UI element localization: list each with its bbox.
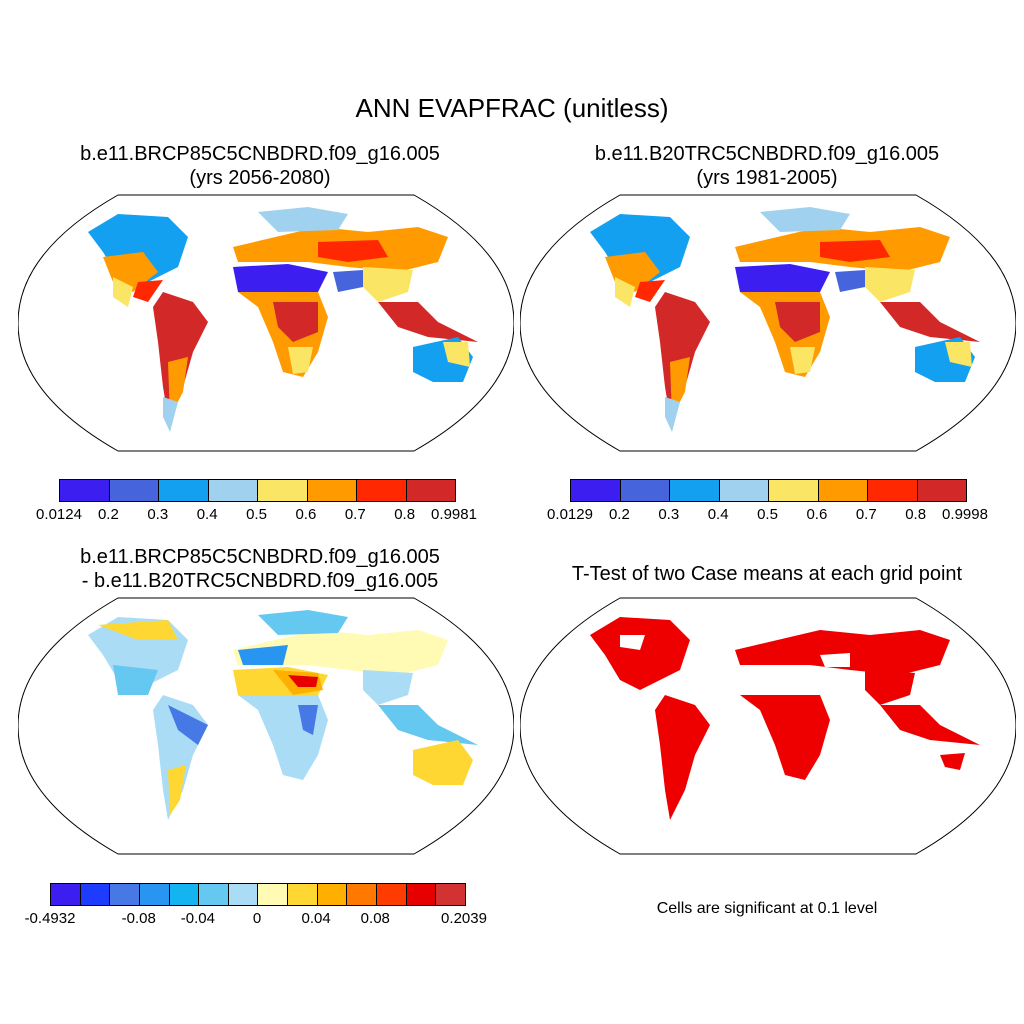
panel-1-map [18,194,514,452]
colorbar-swatch [377,884,407,905]
colorbar-tick-label: -0.04 [180,910,215,927]
colorbar-swatch [199,884,229,905]
colorbar-tick-label: 0.8 [905,506,927,523]
panel-1-title: b.e11.BRCP85C5CNBDRD.f09_g16.005 (yrs 20… [5,142,515,190]
colorbar-swatch [228,884,259,905]
colorbar-tick-label: 0.4 [707,506,729,523]
colorbar-swatch [258,884,289,905]
panel-3-colorbar [50,883,466,906]
colorbar-tick-label: -0.4932 [24,910,76,927]
colorbar-tick-label: 0.9998 [942,506,988,523]
panel-3-title: b.e11.BRCP85C5CNBDRD.f09_g16.005 - b.e11… [5,545,515,593]
colorbar-tick-label: 0 [252,910,262,927]
colorbar-tick-label: 0.9981 [431,506,477,523]
colorbar-tick-label: 0.2 [608,506,630,523]
colorbar-swatch [80,884,111,905]
colorbar-tick-label: 0.3 [147,506,169,523]
colorbar-tick-label: 0.0124 [36,506,82,523]
panel-2-title-case: b.e11.B20TRC5CNBDRD.f09_g16.005 [594,143,940,165]
panel-1-title-case: b.e11.BRCP85C5CNBDRD.f09_g16.005 [80,143,440,165]
colorbar-swatch [288,884,318,905]
colorbar-swatch [159,480,209,501]
colorbar-tick-label: 0.3 [658,506,680,523]
panel-4-map [520,597,1016,855]
colorbar-swatch [60,480,110,501]
colorbar-tick-label: 0.04 [301,910,331,927]
colorbar-tick-label: 0.5 [246,506,267,523]
panel-4-title: T-Test of two Case means at each grid po… [571,563,963,585]
colorbar-swatch [110,884,140,905]
colorbar-swatch [347,884,378,905]
colorbar-swatch [208,480,258,501]
colorbar-tick-label: 0.6 [806,506,828,523]
colorbar-swatch [51,884,81,905]
colorbar-swatch [436,884,465,905]
colorbar-swatch [917,480,966,501]
panel-3-title-diff: - b.e11.B20TRC5CNBDRD.f09_g16.005 [81,570,439,592]
colorbar-swatch [868,480,918,501]
colorbar-tick-label: 0.7 [855,506,877,523]
colorbar-swatch [169,884,200,905]
colorbar-swatch [406,480,455,501]
colorbar-swatch [571,480,621,501]
colorbar-swatch [357,480,407,501]
colorbar-swatch [109,480,159,501]
colorbar-tick-label: 0.5 [757,506,778,523]
colorbar-tick-label: 0.2039 [441,910,487,927]
significance-note: Cells are significant at 0.1 level [656,900,878,917]
colorbar-swatch [719,480,769,501]
panel-3-title-case: b.e11.BRCP85C5CNBDRD.f09_g16.005 [80,546,440,568]
colorbar-tick-label: 0.7 [344,506,366,523]
colorbar-swatch [620,480,670,501]
colorbar-swatch [258,480,308,501]
colorbar-swatch [406,884,437,905]
colorbar-tick-label: 0.6 [295,506,317,523]
colorbar-tick-label: 0.4 [196,506,218,523]
panel-1-title-years: (yrs 2056-2080) [189,167,331,189]
colorbar-swatch [818,480,868,501]
figure-title: ANN EVAPFRAC (unitless) [355,93,669,123]
colorbar-swatch [769,480,819,501]
panel-2-title-years: (yrs 1981-2005) [696,167,838,189]
colorbar-swatch [307,480,357,501]
colorbar-tick-label: 0.0129 [547,506,593,523]
colorbar-tick-label: 0.08 [360,910,390,927]
colorbar-tick-label: 0.8 [394,506,416,523]
panel-2-title: b.e11.B20TRC5CNBDRD.f09_g16.005 (yrs 198… [512,142,1022,190]
colorbar-swatch [139,884,170,905]
panel-2-colorbar [570,479,967,502]
colorbar-tick-label: 0.2 [97,506,119,523]
colorbar-swatch [670,480,720,501]
panel-2-map [520,194,1016,452]
colorbar-tick-label: -0.08 [121,910,156,927]
colorbar-swatch [317,884,348,905]
panel-3-map [18,597,514,855]
panel-1-colorbar [59,479,456,502]
